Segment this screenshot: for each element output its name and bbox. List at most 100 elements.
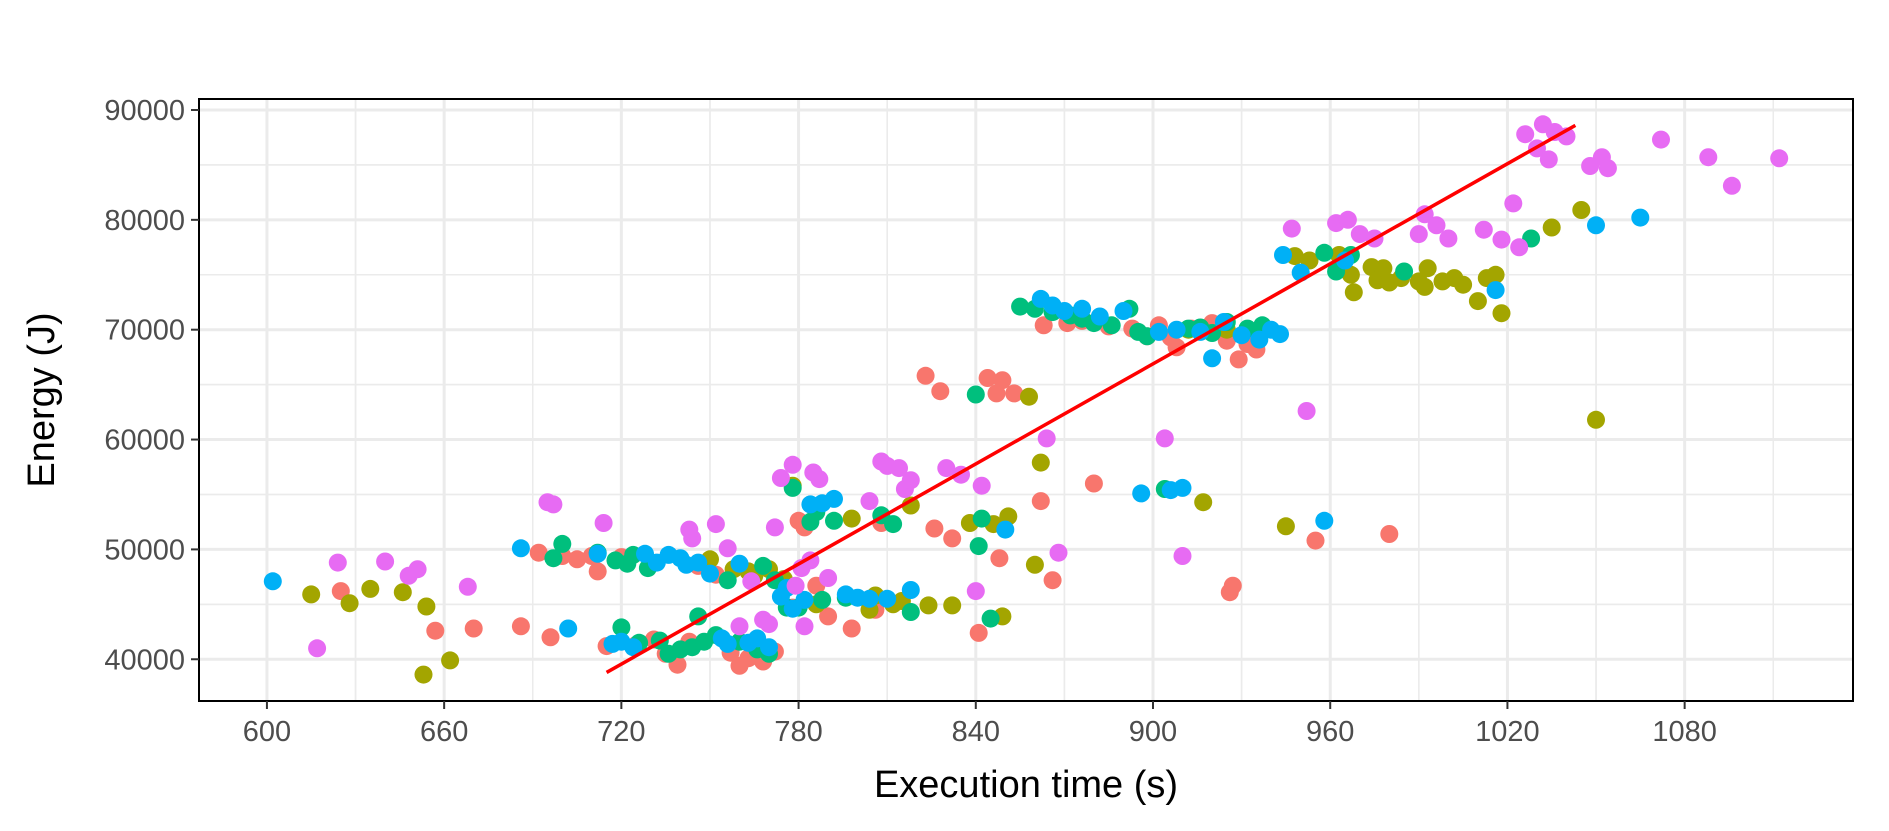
x-tick-label: 1080 [1652, 716, 1717, 748]
data-point [588, 544, 607, 563]
data-point [813, 590, 832, 609]
data-point [1049, 543, 1068, 562]
x-tick-label: 600 [243, 716, 291, 748]
data-point [1486, 265, 1505, 284]
data-point [1652, 130, 1670, 149]
data-point [901, 581, 920, 599]
data-point [783, 478, 802, 497]
data-point [414, 665, 433, 684]
data-point [1167, 320, 1186, 339]
data-point [683, 529, 702, 548]
data-point [1341, 265, 1360, 284]
data-point [993, 371, 1012, 390]
data-point [1229, 350, 1248, 369]
data-point [308, 639, 327, 658]
data-point [771, 469, 790, 487]
data-point [1203, 349, 1222, 368]
data-point [1380, 525, 1399, 543]
data-point [730, 617, 749, 636]
data-point [1409, 225, 1428, 244]
data-point [1631, 208, 1650, 227]
data-point [1418, 259, 1437, 278]
data-point [1699, 148, 1718, 167]
data-point [544, 495, 563, 514]
data-point [919, 596, 938, 615]
data-point [612, 618, 631, 637]
data-point [765, 518, 784, 537]
data-point [1031, 492, 1050, 511]
data-point [795, 617, 814, 636]
data-point [1020, 387, 1038, 406]
data-point [458, 577, 477, 596]
data-point [718, 539, 737, 558]
y-tick-label: 90000 [104, 95, 185, 127]
data-point [624, 638, 643, 657]
data-point [901, 496, 920, 515]
data-point [1344, 283, 1363, 302]
data-point [689, 607, 708, 626]
data-point [1474, 220, 1493, 239]
data-point [541, 628, 560, 647]
x-tick-label: 720 [597, 716, 645, 748]
data-point [978, 369, 997, 387]
data-point [1232, 326, 1251, 345]
data-point [1084, 474, 1103, 493]
data-point [701, 564, 719, 583]
data-point [1073, 299, 1092, 318]
data-point [825, 511, 843, 530]
data-point [1173, 547, 1192, 565]
data-point [1439, 229, 1458, 248]
y-tick-label: 50000 [104, 534, 185, 566]
data-point [1468, 292, 1487, 311]
data-point [1037, 429, 1056, 448]
data-point [1011, 297, 1030, 316]
data-point [972, 476, 991, 495]
data-point [1427, 216, 1446, 235]
data-point [754, 556, 773, 575]
data-point [511, 539, 530, 558]
data-point [544, 549, 563, 568]
data-point [464, 619, 483, 638]
data-point [1395, 262, 1414, 281]
x-axis-title: Execution time (s) [874, 764, 1178, 806]
data-point [588, 562, 607, 581]
data-point [340, 594, 359, 613]
x-tick-label: 1020 [1475, 716, 1540, 748]
data-point [1572, 201, 1591, 219]
data-point [943, 596, 962, 615]
data-point [361, 579, 380, 598]
data-point [1598, 159, 1617, 178]
trend-line [605, 123, 1577, 674]
data-point [553, 534, 572, 553]
data-point [825, 489, 843, 508]
data-point [783, 455, 802, 474]
data-point [760, 638, 778, 657]
data-point [1374, 259, 1393, 278]
x-tick-label: 780 [774, 716, 822, 748]
data-point [1770, 149, 1789, 168]
data-point [1005, 384, 1024, 403]
data-point [1274, 246, 1292, 264]
data-point [1132, 484, 1151, 503]
data-point [511, 617, 530, 636]
data-point [1025, 555, 1044, 574]
series-4 [308, 115, 1789, 658]
data-point [706, 515, 725, 534]
data-point [972, 509, 991, 528]
data-point [1114, 302, 1133, 320]
data-point [1539, 150, 1558, 169]
data-point [1276, 517, 1295, 536]
data-point [1194, 493, 1213, 512]
data-point [925, 519, 944, 538]
data-point [1149, 322, 1168, 341]
data-point [1090, 307, 1109, 326]
data-point [842, 619, 861, 638]
trend-line-group [605, 123, 1577, 674]
data-point [1034, 316, 1053, 335]
data-point [742, 572, 761, 591]
data-point [1486, 281, 1505, 300]
data-point [1155, 429, 1174, 448]
data-point [966, 582, 985, 601]
data-point [795, 590, 814, 609]
